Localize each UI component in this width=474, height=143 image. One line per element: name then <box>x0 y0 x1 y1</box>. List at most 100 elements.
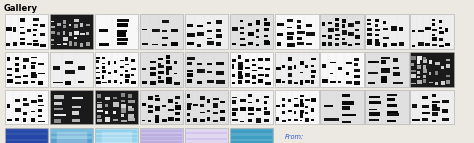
Bar <box>95 90 138 124</box>
Bar <box>38 81 43 85</box>
Bar <box>248 119 252 122</box>
Bar <box>74 24 78 28</box>
Bar <box>441 118 449 121</box>
Bar <box>300 99 303 103</box>
Bar <box>30 111 36 112</box>
Bar <box>213 104 218 108</box>
Bar <box>142 103 146 106</box>
Bar <box>447 75 450 77</box>
Bar <box>440 66 445 69</box>
Bar <box>216 34 222 38</box>
Bar <box>342 30 347 35</box>
Bar <box>57 23 61 26</box>
Bar <box>330 62 337 63</box>
Bar <box>97 102 102 103</box>
Bar <box>119 74 123 76</box>
Bar <box>412 45 415 47</box>
Bar <box>162 44 167 46</box>
Bar <box>282 98 285 101</box>
Bar <box>438 20 442 23</box>
Bar <box>86 42 90 46</box>
Bar <box>342 114 356 116</box>
Bar <box>287 43 295 47</box>
Bar <box>297 20 301 23</box>
Bar <box>258 67 264 69</box>
Bar <box>255 99 259 102</box>
Bar <box>30 56 36 58</box>
Bar <box>158 80 164 83</box>
Bar <box>230 90 273 124</box>
Bar <box>429 60 432 64</box>
Bar <box>15 76 20 78</box>
Bar <box>23 75 28 77</box>
Bar <box>72 97 83 99</box>
Bar <box>419 30 424 32</box>
Bar <box>391 26 397 31</box>
Bar <box>216 29 221 32</box>
Bar <box>141 130 182 132</box>
Bar <box>328 35 332 39</box>
Bar <box>6 141 47 143</box>
Bar <box>207 110 210 112</box>
Bar <box>38 110 42 112</box>
Bar <box>193 118 197 122</box>
Bar <box>423 75 426 78</box>
Bar <box>162 105 165 107</box>
Bar <box>165 80 172 84</box>
Bar <box>220 101 225 103</box>
Bar <box>232 97 237 98</box>
Bar <box>300 61 304 65</box>
Bar <box>97 110 102 112</box>
Bar <box>265 82 271 85</box>
Bar <box>119 60 124 61</box>
Bar <box>168 117 174 121</box>
Bar <box>423 65 426 69</box>
Bar <box>5 52 48 87</box>
Bar <box>207 30 211 32</box>
Bar <box>300 95 304 97</box>
Bar <box>238 75 243 79</box>
Bar <box>141 141 182 143</box>
Bar <box>245 80 250 84</box>
Bar <box>306 43 312 45</box>
Bar <box>240 20 243 22</box>
Bar <box>435 82 438 85</box>
Bar <box>276 105 280 107</box>
Bar <box>33 18 39 21</box>
Bar <box>141 137 182 140</box>
Bar <box>128 94 133 98</box>
Bar <box>330 73 333 74</box>
Bar <box>197 44 201 47</box>
Bar <box>411 56 416 60</box>
Bar <box>23 112 27 115</box>
Bar <box>175 105 181 110</box>
Bar <box>276 79 281 83</box>
Bar <box>108 80 111 83</box>
Bar <box>30 62 36 64</box>
Bar <box>152 44 158 45</box>
Bar <box>258 79 263 83</box>
Bar <box>97 119 102 122</box>
Bar <box>381 68 390 69</box>
Bar <box>23 65 27 69</box>
Bar <box>288 57 292 61</box>
Bar <box>53 82 63 83</box>
Bar <box>264 22 270 26</box>
Bar <box>282 120 286 122</box>
Bar <box>232 27 238 31</box>
Bar <box>282 82 284 84</box>
Bar <box>264 96 269 98</box>
Bar <box>348 23 354 26</box>
Bar <box>200 119 205 122</box>
Bar <box>231 141 272 143</box>
Bar <box>297 37 302 40</box>
Bar <box>410 52 454 87</box>
Bar <box>5 128 48 143</box>
Bar <box>423 59 427 63</box>
Bar <box>96 81 101 84</box>
Bar <box>38 73 45 74</box>
Bar <box>238 55 241 59</box>
Bar <box>447 64 450 68</box>
Bar <box>15 68 19 72</box>
Bar <box>15 118 19 121</box>
